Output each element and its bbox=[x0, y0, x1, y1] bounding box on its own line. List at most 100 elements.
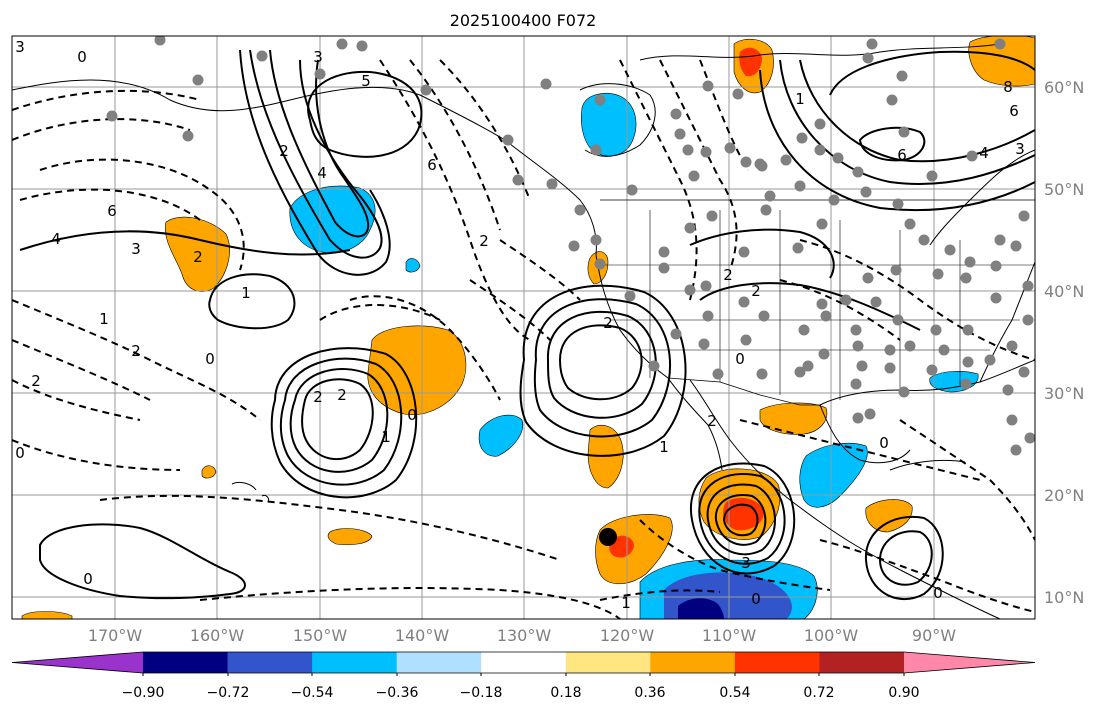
station-dot bbox=[904, 340, 916, 352]
shade-orange-small-3 bbox=[201, 465, 217, 479]
colorbar-label: −0.36 bbox=[376, 685, 419, 701]
contour-dash-east-2 bbox=[779, 279, 901, 341]
station-dot bbox=[702, 80, 714, 92]
station-dot bbox=[870, 296, 882, 308]
station-dot bbox=[852, 412, 864, 424]
station-dot bbox=[814, 144, 826, 156]
station-dot bbox=[154, 36, 166, 46]
station-dot bbox=[794, 180, 806, 192]
contour-dash-nw-3 bbox=[12, 118, 191, 141]
station-dot bbox=[106, 110, 118, 122]
latitude-labels: 60°N 50°N 40°N 30°N 20°N 10°N bbox=[1044, 78, 1084, 607]
station-dot bbox=[862, 272, 874, 284]
station-dot bbox=[546, 178, 558, 190]
station-dot bbox=[816, 218, 828, 230]
station-dot bbox=[962, 356, 974, 368]
colorbar-segment bbox=[312, 652, 398, 673]
contour-label: 6 bbox=[1009, 102, 1019, 120]
shade-blue-small bbox=[405, 258, 421, 273]
station-dot bbox=[356, 40, 368, 52]
station-dot bbox=[818, 348, 830, 360]
contour-label: 3 bbox=[313, 48, 323, 66]
contour-dash-mid-4 bbox=[349, 295, 501, 401]
contour-label: 2 bbox=[751, 282, 761, 300]
contour-label: 0 bbox=[879, 434, 889, 452]
station-dot bbox=[1010, 240, 1022, 252]
contour-dash-low-3 bbox=[199, 587, 621, 619]
shade-blue-gulf bbox=[799, 442, 868, 508]
contour-east-canada-3 bbox=[759, 69, 1035, 212]
station-dot bbox=[780, 154, 792, 166]
station-dot bbox=[852, 166, 864, 178]
colorbar-segment bbox=[734, 652, 820, 673]
colorbar-segment bbox=[650, 652, 736, 673]
contour-low-pacific-2 bbox=[289, 368, 389, 473]
station-dot bbox=[840, 294, 852, 306]
station-dot bbox=[758, 310, 770, 322]
colorbar-label: 0.72 bbox=[803, 685, 834, 701]
contour-label: 0 bbox=[77, 48, 87, 66]
station-dot bbox=[594, 258, 606, 270]
station-dot bbox=[820, 310, 832, 322]
contour-label: 0 bbox=[735, 350, 745, 368]
station-dot bbox=[814, 118, 826, 130]
contour-low-coast-3 bbox=[533, 298, 671, 438]
contour-dash-center-2 bbox=[469, 279, 551, 341]
station-dot bbox=[658, 262, 670, 274]
colorbar-segment bbox=[227, 652, 313, 673]
station-dot bbox=[944, 244, 956, 256]
station-dot bbox=[960, 272, 972, 284]
station-dot bbox=[930, 324, 942, 336]
station-dot bbox=[256, 50, 268, 62]
lon-label: 120°W bbox=[600, 626, 655, 645]
coast-arctic bbox=[639, 43, 1001, 61]
contour-high-west bbox=[208, 273, 296, 330]
station-dot bbox=[892, 314, 904, 326]
colorbar-segment bbox=[481, 652, 567, 673]
colorbar-label: −0.90 bbox=[122, 685, 165, 701]
shade-blue-hudson bbox=[581, 93, 637, 157]
contour-label: 2 bbox=[131, 342, 141, 360]
colorbar-label: −0.18 bbox=[460, 685, 503, 701]
lon-label: 90°W bbox=[912, 626, 956, 645]
station-dot bbox=[984, 354, 996, 366]
coast-mexico-west bbox=[689, 379, 856, 546]
station-dot bbox=[938, 344, 950, 356]
contour-label: 3 bbox=[1015, 140, 1025, 158]
contour-dash-nw-2 bbox=[19, 188, 201, 221]
contour-low-pacific-1 bbox=[301, 378, 374, 460]
contour-tc-5 bbox=[689, 462, 796, 575]
shade-blue-subtropical bbox=[478, 414, 524, 457]
contour-tc-1 bbox=[722, 503, 759, 537]
station-dot bbox=[336, 38, 348, 50]
station-dot bbox=[658, 246, 670, 258]
station-dot bbox=[712, 368, 724, 380]
lon-label: 160°W bbox=[190, 626, 245, 645]
station-dot bbox=[904, 218, 916, 230]
station-dot bbox=[990, 292, 1002, 304]
coast-baja bbox=[667, 377, 723, 471]
station-dot bbox=[1018, 210, 1030, 222]
contour-label: 0 bbox=[15, 444, 25, 462]
contour-label: 0 bbox=[83, 570, 93, 588]
lon-label: 100°W bbox=[804, 626, 859, 645]
contour-dash-south-2 bbox=[599, 589, 721, 601]
lat-label: 50°N bbox=[1044, 180, 1084, 199]
station-dot bbox=[1006, 340, 1018, 352]
contour-low-pacific-4 bbox=[270, 347, 418, 499]
contour-ridge-alaska-2 bbox=[269, 49, 370, 238]
contour-dash-center-1 bbox=[499, 239, 581, 301]
contour-label: 0 bbox=[407, 406, 417, 424]
station-dot bbox=[512, 174, 524, 186]
station-dot bbox=[832, 152, 844, 164]
contour-labels: 3 0 3 5 2 4 6 3 2 6 4 2 1 1 2 0 2 2 2 1 bbox=[15, 38, 1025, 612]
station-dot bbox=[682, 144, 694, 156]
contour-caribbean-2 bbox=[864, 515, 944, 600]
station-dot bbox=[724, 142, 736, 154]
colorbar-segment bbox=[565, 652, 651, 673]
station-dot bbox=[702, 310, 714, 322]
station-dot bbox=[626, 184, 638, 196]
contour-mexico bbox=[699, 282, 921, 331]
station-dot bbox=[866, 38, 878, 50]
